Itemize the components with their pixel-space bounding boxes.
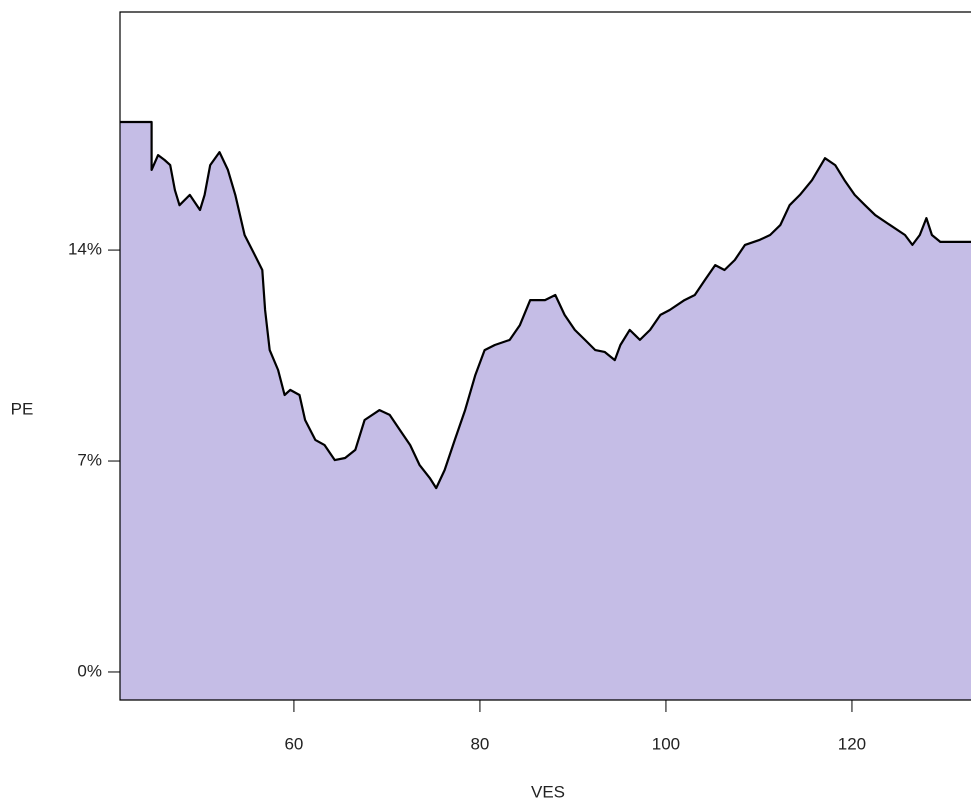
- y-axis-label: PE: [11, 399, 34, 418]
- x-tick-label: 80: [470, 734, 489, 753]
- plot-frame: [119, 11, 971, 701]
- line: [120, 120, 971, 490]
- x-tick-label: 120: [838, 734, 866, 753]
- x-axis-label: VES: [531, 782, 565, 801]
- x-tick-label: 100: [652, 734, 680, 753]
- area: [120, 122, 971, 700]
- x-tick-label: 60: [284, 734, 303, 753]
- y-tick-label: 14%: [68, 240, 102, 259]
- y-tick-label: 7%: [77, 451, 102, 470]
- y-tick-label: 0%: [77, 661, 102, 680]
